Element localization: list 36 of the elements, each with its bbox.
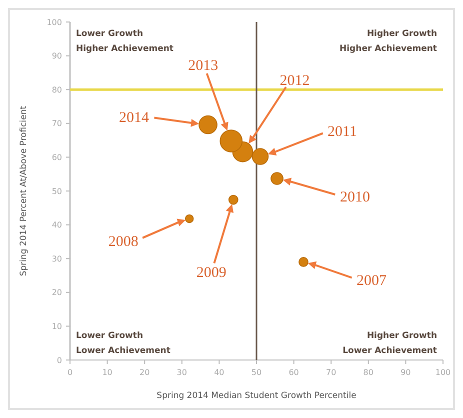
y-tick-label: 70 — [52, 119, 62, 128]
annotation: 2007 — [356, 273, 387, 290]
x-tick-label: 10 — [102, 368, 112, 377]
x-tick-label: 0 — [67, 368, 73, 377]
annotation: 2010 — [340, 190, 370, 206]
y-tick-label: 50 — [52, 186, 62, 196]
x-tick-label: 40 — [214, 368, 224, 377]
annotation: Higher Growth Lower Achievement — [342, 331, 437, 356]
y-tick-label: 10 — [52, 322, 62, 331]
x-tick-label: 30 — [176, 368, 187, 377]
y-tick-label: 0 — [56, 356, 62, 365]
annotation: 2009 — [196, 265, 226, 282]
x-tick-label: 50 — [251, 368, 262, 377]
annotation: 2013 — [188, 58, 218, 74]
y-tick-label: 80 — [52, 85, 62, 94]
annotation: 2011 — [328, 124, 357, 140]
x-tick-label: 60 — [288, 368, 299, 377]
annotation: 2008 — [108, 234, 138, 250]
y-tick-label: 40 — [52, 220, 62, 230]
y-tick-label: 30 — [52, 254, 62, 264]
y-tick-label: 90 — [52, 52, 62, 61]
y-tick-label: 20 — [52, 288, 62, 298]
annotation: Higher Growth Higher Achievement — [340, 29, 437, 54]
annotation: Lower Growth Higher Achievement — [76, 29, 174, 54]
y-tick-label: 60 — [52, 153, 62, 162]
annotation: 2012 — [280, 73, 310, 90]
x-tick-label: 90 — [400, 368, 411, 377]
y-axis-title: Spring 2014 Percent At/Above Proficient — [19, 105, 29, 276]
x-tick-label: 100 — [435, 368, 451, 377]
annotation: 2014 — [119, 110, 150, 126]
x-tick-label: 80 — [363, 368, 374, 377]
x-axis-title: Spring 2014 Median Student Growth Percentile — [156, 391, 356, 401]
x-tick-label: 70 — [326, 368, 336, 377]
y-tick-label: 100 — [46, 18, 62, 27]
x-tick-label: 20 — [140, 368, 150, 377]
annotation: Lower Growth Lower Achievement — [76, 331, 170, 356]
